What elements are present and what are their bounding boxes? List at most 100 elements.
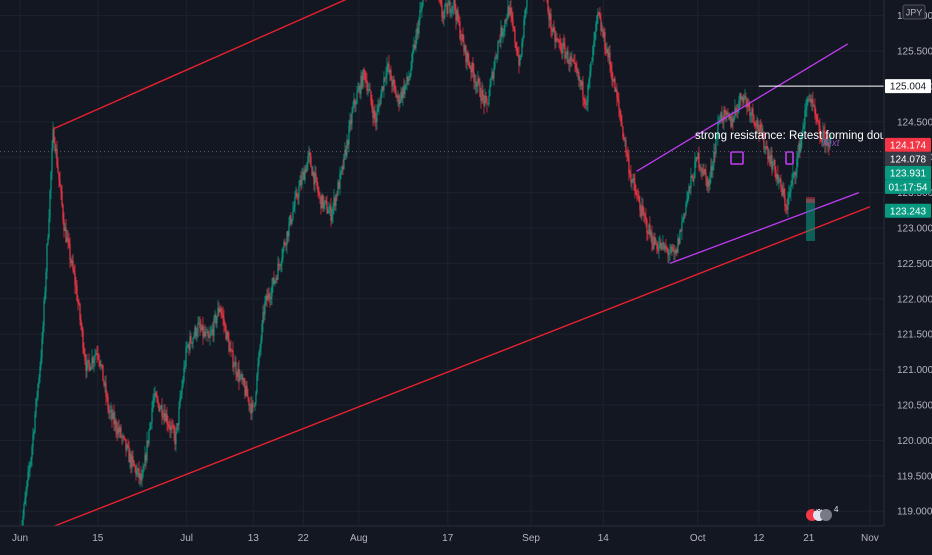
price-label-text: 123.243 xyxy=(890,206,927,217)
candle xyxy=(256,372,257,394)
candle-body xyxy=(33,432,34,434)
candle-body xyxy=(44,292,45,300)
candle-body xyxy=(325,201,326,202)
candle-body xyxy=(457,10,458,21)
candle-body xyxy=(686,199,687,203)
candle-body xyxy=(28,469,29,471)
candle-body xyxy=(618,101,619,109)
candle-body xyxy=(572,60,573,61)
candle-body xyxy=(340,171,341,174)
candle-body xyxy=(339,173,340,188)
candle-body xyxy=(90,367,91,370)
candle-body xyxy=(246,386,247,397)
candle-body xyxy=(454,0,455,11)
candle-body xyxy=(685,204,686,214)
candle-body xyxy=(57,166,58,173)
instrument-badge-text: JPY xyxy=(906,8,923,18)
candle-body xyxy=(598,12,599,15)
candle-body xyxy=(366,81,367,91)
candle-body xyxy=(609,52,610,64)
candle-body xyxy=(651,232,652,244)
candle-body xyxy=(774,160,775,170)
candle-body xyxy=(654,237,655,244)
candle-body xyxy=(408,80,409,81)
candle-body xyxy=(784,195,785,205)
candle-body xyxy=(791,180,792,185)
candle-body xyxy=(185,347,186,366)
candle-body xyxy=(738,101,739,109)
resistance-annotation[interactable]: strong resistance: Retest forming double… xyxy=(695,130,914,142)
event-badge-icon-3[interactable] xyxy=(820,509,832,521)
candle-body xyxy=(694,161,695,178)
candle-body xyxy=(772,165,773,170)
price-tick-label: 120.500 xyxy=(897,401,932,412)
candle-body xyxy=(105,383,106,396)
candle-body xyxy=(243,378,244,386)
candle-body xyxy=(157,399,158,403)
ghost-text-label: Text xyxy=(821,138,841,149)
candle-body xyxy=(588,79,589,85)
candle-body xyxy=(132,456,133,461)
candle-body xyxy=(26,481,27,491)
price-tick-label: 122.500 xyxy=(897,259,932,270)
candle-body xyxy=(450,12,451,13)
candle-body xyxy=(60,186,61,191)
candle-body xyxy=(510,8,511,14)
candle-body xyxy=(292,211,293,220)
candle-body xyxy=(489,85,490,96)
candle-body xyxy=(547,0,548,11)
candle-body xyxy=(261,324,262,341)
candle-body xyxy=(161,406,162,417)
candle-body xyxy=(645,217,646,220)
candle-body xyxy=(783,189,784,195)
candle-body xyxy=(812,99,813,106)
candle-body xyxy=(644,216,645,217)
candle-body xyxy=(600,19,601,31)
candle-body xyxy=(393,80,394,84)
candle-body xyxy=(452,6,453,7)
candle-body xyxy=(422,0,423,5)
candle-body xyxy=(478,79,479,82)
candle xyxy=(362,69,363,90)
price-axis-label: 125.004 xyxy=(885,79,931,93)
candle-body xyxy=(232,351,233,368)
price-tick-label: 121.000 xyxy=(897,365,932,376)
candle-body xyxy=(743,96,744,102)
candle-body xyxy=(760,124,761,128)
candle-body xyxy=(296,193,297,198)
candle-body xyxy=(409,75,410,80)
candle-body xyxy=(58,172,59,179)
candle-body xyxy=(367,90,368,91)
candle-body xyxy=(35,398,36,414)
price-axis-label: 124.174 xyxy=(885,138,931,152)
candle-body xyxy=(254,403,255,407)
candle-body xyxy=(258,352,259,364)
price-tick-label: 119.000 xyxy=(897,507,932,518)
candle-body xyxy=(619,109,620,115)
candle-body xyxy=(557,39,558,40)
position-box-profit[interactable] xyxy=(806,199,815,241)
candle-body xyxy=(587,85,588,103)
price-tick-label: 121.500 xyxy=(897,330,932,341)
candle-body xyxy=(79,304,80,319)
candle-body xyxy=(574,62,575,64)
candle-body xyxy=(23,504,24,516)
candle-body xyxy=(310,156,311,167)
candle-body xyxy=(490,78,491,85)
candle-body xyxy=(75,285,76,286)
candle-body xyxy=(449,1,450,13)
candle-body xyxy=(709,177,710,185)
candle-body xyxy=(115,420,116,430)
position-box-loss[interactable] xyxy=(806,197,815,203)
time-tick-label: 12 xyxy=(753,533,765,544)
candle-body xyxy=(514,29,515,43)
candle-body xyxy=(419,11,420,20)
candle-body xyxy=(394,84,395,89)
candle-body xyxy=(235,362,236,374)
candle-body xyxy=(41,338,42,358)
candle-body xyxy=(693,178,694,181)
candle-body xyxy=(818,122,819,126)
